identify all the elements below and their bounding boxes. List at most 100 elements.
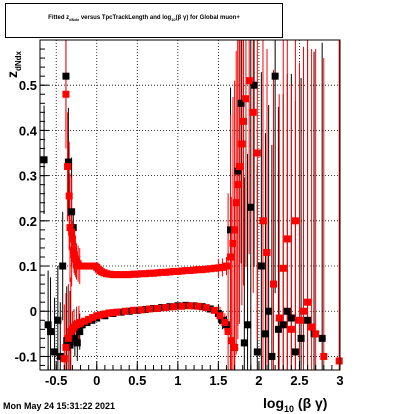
data-point-red <box>178 302 186 310</box>
data-point-black <box>257 262 265 270</box>
data-point-black <box>73 339 81 347</box>
data-point-red <box>166 268 174 276</box>
data-point-red <box>235 163 243 171</box>
data-point-red <box>182 267 190 275</box>
data-point-red <box>238 140 246 148</box>
y-tick-label: -0.1 <box>15 349 37 364</box>
data-point-red <box>64 334 72 342</box>
data-point-red <box>231 343 239 351</box>
data-point-red <box>137 306 145 314</box>
data-point-black <box>279 321 287 329</box>
x-axis-title-sub: 10 <box>284 404 294 414</box>
data-point-red <box>222 262 230 270</box>
markers <box>40 72 343 365</box>
data-point-black <box>318 334 326 342</box>
y-axis-title-sub: dNdx <box>14 50 23 71</box>
data-point-red <box>129 306 137 314</box>
data-point-red <box>81 317 89 325</box>
data-point-red <box>93 312 101 320</box>
data-point-red <box>210 306 218 314</box>
data-point-black <box>247 203 255 211</box>
data-point-red <box>145 269 153 277</box>
data-point-black <box>253 348 261 356</box>
data-point-red <box>218 263 226 271</box>
data-point-red <box>291 217 299 225</box>
x-tick-labels: -0.5 0 0.5 1 1.5 2 2.5 3 <box>45 373 344 388</box>
chart-title-prefix: Fitted z <box>48 15 70 21</box>
data-point-red <box>245 77 253 85</box>
data-point-red <box>202 304 210 312</box>
chart-title-sub2: 10 <box>171 17 176 23</box>
data-point-black <box>297 334 305 342</box>
data-point-black <box>166 303 174 311</box>
data-point-red <box>186 267 194 275</box>
data-point-red <box>249 108 257 116</box>
data-point-red <box>60 355 68 363</box>
data-point-red <box>194 302 202 310</box>
data-point-red <box>105 309 113 317</box>
data-point-red <box>62 90 70 98</box>
data-point-red <box>214 264 222 272</box>
data-point-black <box>227 226 235 234</box>
data-point-black <box>64 158 72 166</box>
data-point-red <box>117 271 125 279</box>
y-axis-title: zdNdx <box>4 50 23 78</box>
data-point-red <box>129 270 137 278</box>
data-point-red <box>145 305 153 313</box>
data-point-red <box>64 163 72 171</box>
data-point-red <box>162 268 170 276</box>
data-point-red <box>194 266 202 274</box>
data-point-black <box>190 302 198 310</box>
data-point-red <box>202 265 210 273</box>
data-point-red <box>113 271 121 279</box>
data-point-red <box>279 264 287 272</box>
data-point-red <box>287 325 295 333</box>
data-point-black <box>47 328 55 336</box>
data-point-black <box>244 321 252 329</box>
data-point-red <box>283 235 291 243</box>
x-axis-title-rest: (β γ) <box>294 395 327 411</box>
plot-frame <box>39 39 341 371</box>
data-point-black <box>117 308 125 316</box>
data-point-black <box>158 304 166 312</box>
data-point-red <box>186 302 194 310</box>
y-tick-label: 0.3 <box>19 169 37 184</box>
data-point-red <box>150 269 158 277</box>
y-tick-labels: -0.1 0 0.1 0.2 0.3 0.4 0.5 <box>15 78 38 364</box>
data-point-red <box>229 239 237 247</box>
data-point-red <box>89 314 97 322</box>
data-point-red <box>133 270 141 278</box>
data-point-red <box>178 267 186 275</box>
data-point-black <box>265 307 273 315</box>
data-point-black <box>51 348 59 356</box>
data-point-black <box>268 352 276 360</box>
x-tick-label: 3 <box>336 373 343 388</box>
data-point-black <box>141 305 149 313</box>
data-point-red <box>162 304 170 312</box>
data-point-red <box>234 181 242 189</box>
data-point-red <box>121 271 129 279</box>
data-point-red <box>170 303 178 311</box>
data-point-black <box>271 72 279 80</box>
data-point-red <box>253 149 261 157</box>
data-point-red <box>227 253 235 261</box>
chart-title-sub1: dNdx <box>69 17 80 23</box>
data-point-red <box>270 280 278 288</box>
data-point-black <box>71 334 79 342</box>
data-point-red <box>320 352 328 360</box>
data-point-red <box>174 267 182 275</box>
data-point-red <box>232 199 240 207</box>
data-point-black <box>240 339 248 347</box>
data-point-red <box>77 319 85 327</box>
data-point-red <box>242 95 250 103</box>
axis-ticks <box>40 48 341 370</box>
data-point-black <box>206 305 214 313</box>
x-axis-title: log10 (β γ) <box>263 395 327 414</box>
data-point-red <box>65 192 73 200</box>
data-point-red <box>154 305 162 313</box>
data-point-red <box>221 319 229 327</box>
data-point-red <box>231 226 239 234</box>
data-point-black <box>125 307 133 315</box>
data-point-red <box>137 270 145 278</box>
